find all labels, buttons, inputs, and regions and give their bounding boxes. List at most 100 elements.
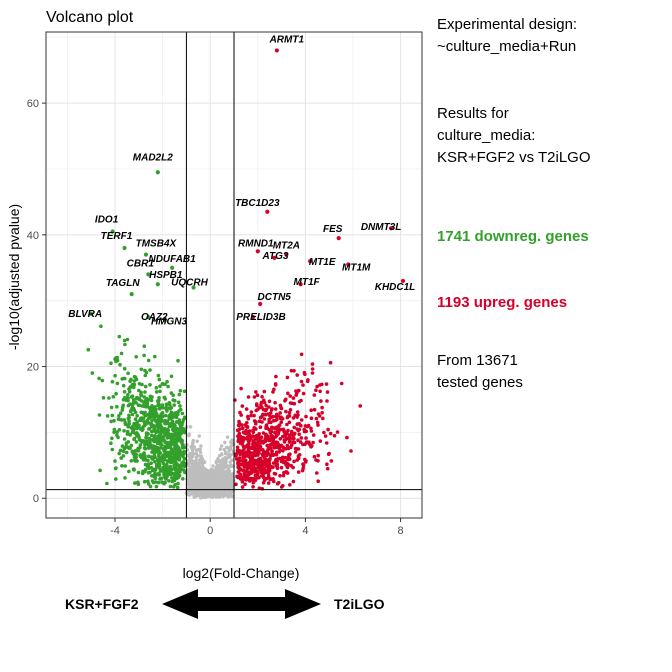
- up-point: [261, 473, 265, 478]
- down-point: [166, 431, 171, 436]
- up-point: [251, 485, 255, 489]
- up-point: [326, 452, 331, 457]
- down-point: [157, 377, 162, 382]
- up-point: [270, 426, 275, 430]
- up-point: [305, 440, 309, 445]
- up-point: [268, 477, 272, 482]
- ns-point: [196, 474, 200, 478]
- down-point: [126, 403, 131, 408]
- down-point: [121, 454, 126, 458]
- up-point: [289, 431, 294, 436]
- down-point: [163, 447, 168, 451]
- up-point: [240, 426, 245, 431]
- down-point: [167, 417, 172, 421]
- up-point: [286, 446, 291, 451]
- up-point: [241, 468, 246, 472]
- gene-point-ndufab1: [170, 265, 175, 270]
- up-point: [316, 479, 321, 484]
- down-point: [129, 395, 134, 399]
- down-point: [122, 418, 126, 422]
- ns-point: [190, 465, 194, 470]
- up-point: [240, 404, 245, 408]
- down-point: [167, 401, 172, 405]
- down-point: [140, 440, 144, 444]
- up-point: [236, 434, 240, 439]
- down-point: [150, 457, 155, 461]
- up-point: [246, 414, 250, 419]
- down-point: [176, 400, 181, 405]
- down-point: [149, 424, 154, 429]
- gene-label: ATG3: [262, 251, 289, 262]
- ns-point: [219, 444, 224, 448]
- ns-point: [190, 469, 194, 473]
- down-point: [127, 469, 131, 474]
- down-point: [147, 436, 152, 441]
- down-point: [165, 435, 170, 440]
- down-point: [109, 441, 113, 446]
- down-point: [144, 370, 149, 375]
- down-point: [171, 398, 175, 402]
- up-point: [284, 470, 289, 474]
- up-point: [303, 372, 307, 377]
- ns-point: [228, 460, 232, 464]
- down-point: [182, 456, 187, 461]
- down-point: [156, 415, 161, 419]
- ns-point: [227, 489, 231, 494]
- up-point: [267, 420, 271, 425]
- down-point: [105, 414, 110, 418]
- down-point: [181, 477, 185, 481]
- ns-point: [193, 470, 197, 474]
- gene-label: TMSB4X: [136, 239, 178, 250]
- up-point: [245, 430, 250, 435]
- up-point: [257, 486, 262, 491]
- up-point: [239, 413, 243, 417]
- ns-point: [227, 484, 231, 488]
- down-point: [162, 395, 167, 400]
- up-point: [292, 436, 296, 441]
- down-point: [170, 421, 174, 426]
- down-point: [151, 438, 156, 443]
- up-point: [310, 371, 315, 375]
- down-point: [157, 406, 162, 411]
- down-point: [137, 388, 141, 393]
- axis-ticks: -4 0 4 8 0 20 40 60: [27, 98, 404, 537]
- up-point: [303, 457, 307, 462]
- down-point: [145, 400, 150, 404]
- up-point: [256, 446, 261, 451]
- down-point: [137, 397, 142, 402]
- up-point: [312, 393, 317, 397]
- up-point: [243, 454, 247, 459]
- down-point: [134, 440, 139, 444]
- down-point: [139, 410, 143, 415]
- gene-label: PRELID3B: [236, 312, 285, 323]
- up-point: [262, 478, 267, 483]
- down-point: [175, 420, 179, 424]
- ns-point: [224, 459, 228, 463]
- up-point: [297, 399, 302, 404]
- ns-point: [220, 452, 224, 456]
- down-point: [166, 445, 170, 450]
- ns-point: [197, 464, 201, 468]
- ns-point: [227, 476, 232, 481]
- down-point: [131, 451, 136, 456]
- down-point: [139, 392, 143, 397]
- down-point: [177, 409, 181, 413]
- down-point: [148, 368, 152, 372]
- up-point: [264, 403, 268, 408]
- gene-point-dnmt3l: [388, 226, 394, 231]
- up-point: [243, 423, 248, 427]
- up-point: [249, 413, 253, 418]
- ns-point: [187, 433, 191, 438]
- gene-point-atg3: [272, 255, 277, 260]
- up-point: [315, 420, 320, 425]
- down-point: [165, 470, 169, 475]
- down-point: [127, 387, 131, 391]
- down-point: [151, 480, 156, 485]
- ns-point: [217, 470, 221, 475]
- up-point: [273, 382, 278, 386]
- up-point: [304, 414, 308, 419]
- down-point: [171, 448, 175, 453]
- ns-point: [199, 444, 203, 448]
- down-point: [121, 383, 126, 388]
- up-point: [267, 399, 272, 404]
